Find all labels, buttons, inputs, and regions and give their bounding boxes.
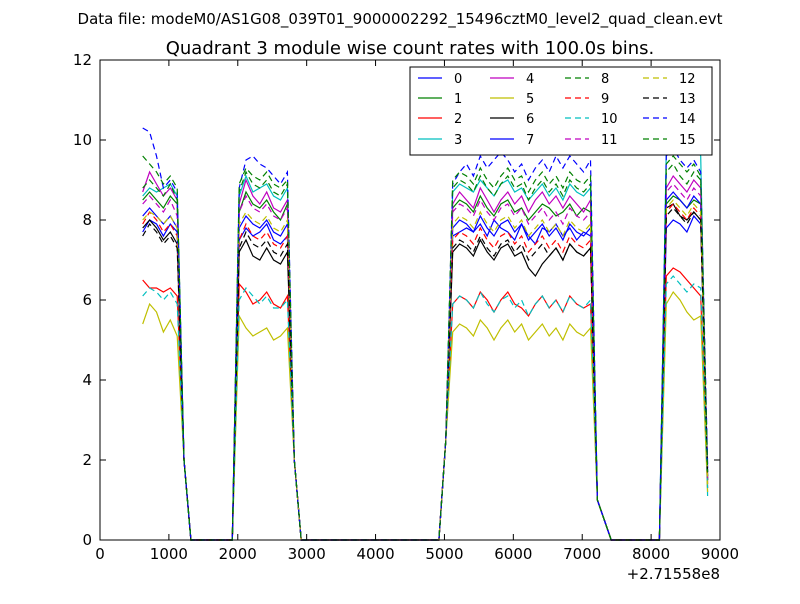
x-tick-label: 8000 xyxy=(632,545,670,563)
chart-title: Quadrant 3 module wise count rates with … xyxy=(166,38,655,59)
legend-label-0: 0 xyxy=(454,72,462,87)
legend-label-10: 10 xyxy=(601,112,618,127)
chart-suptitle: Data file: modeM0/AS1G08_039T01_90000022… xyxy=(78,10,723,29)
x-tick-label: 1000 xyxy=(150,545,188,563)
y-tick-label: 2 xyxy=(82,451,92,469)
x-tick-label: 3000 xyxy=(288,545,326,563)
x-axis: 0 1000 2000 3000 4000 5000 6000 7000 8000 9000 xyxy=(95,60,739,563)
legend-label-15: 15 xyxy=(679,133,696,148)
legend-label-8: 8 xyxy=(601,72,609,87)
legend-box xyxy=(409,66,713,156)
legend-label-6: 6 xyxy=(526,112,534,127)
legend-label-1: 1 xyxy=(454,92,462,107)
y-tick-label: 10 xyxy=(73,131,92,149)
legend-label-11: 11 xyxy=(601,133,618,148)
y-tick-label: 0 xyxy=(82,531,92,549)
x-tick-label: 9000 xyxy=(701,545,739,563)
legend-label-3: 3 xyxy=(454,133,462,148)
x-offset-label: +2.71558e8 xyxy=(627,565,720,583)
x-tick-label: 5000 xyxy=(425,545,463,563)
y-tick-label: 4 xyxy=(82,371,92,389)
x-tick-label: 2000 xyxy=(219,545,257,563)
y-tick-label: 8 xyxy=(82,211,92,229)
legend-label-12: 12 xyxy=(679,72,696,87)
x-tick-label: 6000 xyxy=(494,545,532,563)
x-tick-label: 0 xyxy=(95,545,105,563)
legend-label-5: 5 xyxy=(526,92,534,107)
x-tick-label: 7000 xyxy=(563,545,601,563)
legend-label-14: 14 xyxy=(679,112,696,127)
y-tick-label: 12 xyxy=(73,51,92,69)
y-tick-label: 6 xyxy=(82,291,92,309)
legend-label-13: 13 xyxy=(679,92,696,107)
legend-label-9: 9 xyxy=(601,92,609,107)
legend-label-7: 7 xyxy=(526,133,534,148)
x-tick-label: 4000 xyxy=(356,545,394,563)
legend-label-2: 2 xyxy=(454,112,462,127)
legend-label-4: 4 xyxy=(526,72,534,87)
